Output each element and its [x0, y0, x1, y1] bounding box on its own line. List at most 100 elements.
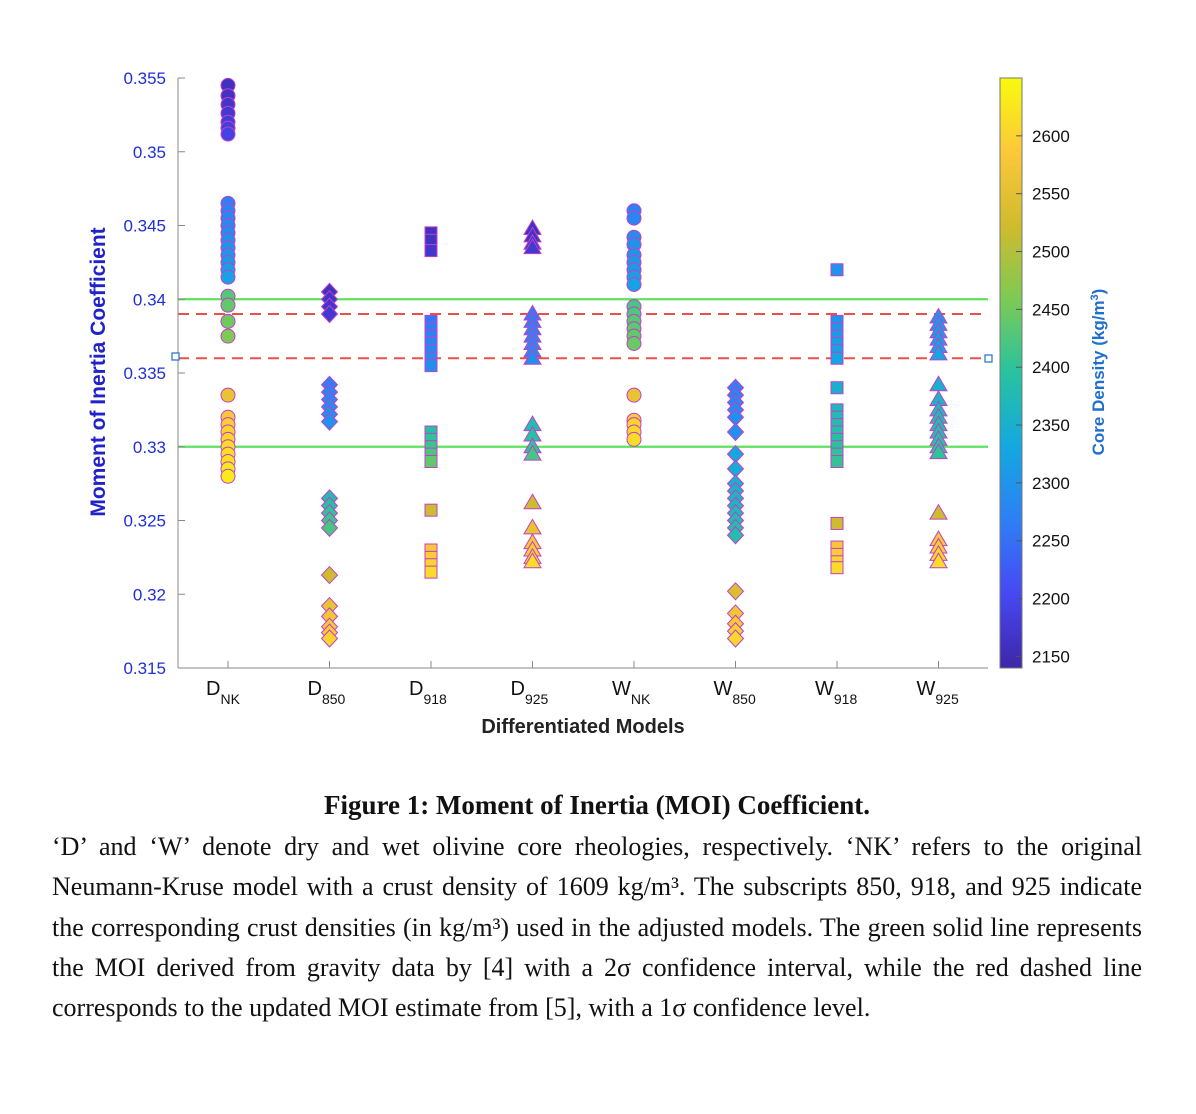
- colorbar-tick-label: 2300: [1032, 474, 1070, 493]
- y-tick-label: 0.32: [133, 585, 166, 604]
- category-sub: 925: [525, 691, 549, 707]
- colorbar-tick-label: 2450: [1032, 300, 1070, 319]
- x-category-label-DNK: DNK: [206, 678, 241, 707]
- point-W918-7: [830, 381, 844, 395]
- left-limit-marker: [171, 352, 180, 361]
- category-base: D: [308, 678, 322, 700]
- colorbar-title: Core Density (kg/m3): [1089, 289, 1108, 456]
- colorbar-tick-label: 2600: [1032, 127, 1070, 146]
- y-tick-label: 0.325: [123, 512, 166, 531]
- category-base: W: [714, 678, 733, 700]
- point-W850-5: [726, 422, 745, 442]
- reference-lines: [178, 298, 988, 448]
- category-base: D: [409, 678, 423, 700]
- x-category-label-W850: W850: [714, 678, 756, 707]
- colorbar-title-suffix: ): [1089, 289, 1108, 295]
- colorbar-tick-label: 2550: [1032, 185, 1070, 204]
- category-base: W: [612, 678, 631, 700]
- category-sub: 850: [322, 691, 346, 707]
- colorbar-gradient: [999, 77, 1023, 669]
- category-base: W: [917, 678, 936, 700]
- y-ticks: 0.315 0.32 0.325 0.33 0.335 0.34 0.345 0.35 0.35…: [123, 69, 185, 678]
- point-D925-15: [523, 493, 542, 510]
- x-axis-title: Differentiated Models: [481, 716, 684, 738]
- point-W918-0: [830, 263, 844, 277]
- point-W850-15: [726, 526, 745, 545]
- category-sub: NK: [220, 691, 240, 707]
- x-category-label-W918: W918: [815, 678, 857, 707]
- x-ticks: DNK D850 D918 D925 WNK W850 W918 W925: [206, 661, 959, 707]
- y-tick-label: 0.35: [133, 143, 166, 162]
- x-category-label-D850: D850: [308, 678, 346, 707]
- category-base: W: [815, 678, 834, 700]
- caption-title: Figure 1: Moment of Inertia (MOI) Coeffi…: [323, 790, 871, 820]
- point-DNK-19: [220, 297, 236, 313]
- point-W918-6: [830, 351, 844, 365]
- point-DNK-31: [220, 468, 236, 484]
- point-W850-20: [726, 629, 745, 648]
- point-WNK-19: [626, 431, 642, 447]
- point-WNK-8: [626, 277, 642, 292]
- point-D918-14: [424, 455, 438, 468]
- point-W925-6: [929, 375, 948, 392]
- point-DNK-20: [220, 313, 236, 329]
- point-D925-3: [523, 238, 542, 255]
- category-sub: NK: [631, 691, 651, 707]
- y-tick-label: 0.355: [123, 69, 166, 88]
- point-DNK-21: [220, 328, 236, 344]
- colorbar-title-sup: 3: [1089, 294, 1101, 300]
- y-tick-label: 0.33: [133, 438, 166, 457]
- y-axis: 0.315 0.32 0.325 0.33 0.335 0.34 0.345 0.35 0.35…: [123, 69, 185, 678]
- point-W925-19: [929, 552, 948, 569]
- point-W918-20: [830, 561, 844, 575]
- colorbar-tick-label: 2400: [1032, 358, 1070, 377]
- moi-scatter-chart: 0.315 0.32 0.325 0.33 0.335 0.34 0.345 0.35 0.35…: [87, 69, 1108, 738]
- colorbar-tick-label: 2200: [1032, 590, 1070, 609]
- point-W925-14: [929, 443, 948, 460]
- point-W925-15: [929, 503, 948, 520]
- point-D925-10: [523, 348, 542, 365]
- category-sub: 925: [935, 691, 959, 707]
- point-W918-16: [830, 516, 844, 530]
- colorbar-tick-label: 2500: [1032, 243, 1070, 262]
- y-axis-title: Moment of Inertia Coefficient: [87, 227, 110, 516]
- point-D918-2: [424, 244, 438, 258]
- y-tick-label: 0.335: [123, 364, 166, 383]
- x-category-label-D925: D925: [511, 678, 549, 707]
- point-WNK-14: [626, 336, 642, 351]
- point-D918-15: [424, 503, 438, 517]
- x-axis: DNK D850 D918 D925 WNK W850 W918 W925: [178, 661, 988, 707]
- point-D850-20: [320, 629, 339, 648]
- right-limit-marker: [984, 354, 993, 363]
- point-D918-19: [424, 565, 438, 579]
- y-tick-label: 0.345: [123, 217, 166, 236]
- point-D918-9: [424, 359, 438, 373]
- category-base: D: [511, 678, 525, 700]
- colorbar-title-prefix: Core Density (kg/m: [1089, 300, 1108, 455]
- point-DNK-6: [220, 126, 236, 142]
- point-WNK-1: [626, 210, 642, 226]
- colorbar-ticks: 2150 2200 2250 2300 2350 2400 2450 2500 2550 2600: [1016, 127, 1070, 666]
- y-tick-label: 0.34: [133, 290, 166, 309]
- x-category-label-W925: W925: [917, 678, 959, 707]
- point-D850-9: [320, 412, 339, 431]
- point-D925-20: [523, 552, 542, 569]
- x-category-label-WNK: WNK: [612, 678, 651, 707]
- figure-caption: Figure 1: Moment of Inertia (MOI) Coeffi…: [52, 790, 1142, 1028]
- colorbar-tick-label: 2150: [1032, 647, 1070, 666]
- category-base: D: [206, 678, 220, 700]
- point-D850-15: [320, 565, 339, 585]
- category-sub: 918: [834, 691, 858, 707]
- colorbar-tick-label: 2350: [1032, 416, 1070, 435]
- point-W925-5: [929, 344, 948, 361]
- point-D850-3: [320, 304, 339, 324]
- plot-area: 0.315 0.32 0.325 0.33 0.335 0.34 0.345 0.35 0.35…: [123, 69, 993, 707]
- point-DNK-17: [220, 269, 236, 285]
- point-DNK-22: [220, 387, 236, 403]
- colorbar-tick-label: 2250: [1032, 532, 1070, 551]
- point-D925-16: [523, 518, 542, 535]
- point-W918-15: [830, 455, 844, 468]
- point-WNK-15: [626, 387, 642, 403]
- x-category-label-D918: D918: [409, 678, 447, 707]
- category-sub: 850: [732, 691, 756, 707]
